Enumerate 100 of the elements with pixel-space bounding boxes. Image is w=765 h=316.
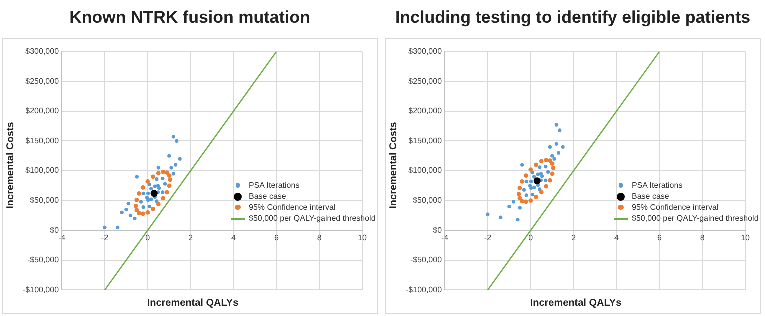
point — [518, 186, 522, 190]
point — [520, 199, 525, 204]
point — [536, 172, 540, 176]
legend-label: PSA Iterations — [632, 181, 683, 190]
point — [161, 176, 165, 181]
y-tick-label: $250,000 — [408, 76, 443, 86]
point — [534, 178, 541, 185]
point — [539, 190, 544, 195]
point — [148, 182, 152, 187]
point — [539, 172, 543, 176]
point — [170, 166, 174, 170]
point — [516, 218, 520, 222]
point — [524, 180, 528, 184]
point — [172, 172, 176, 176]
point — [150, 190, 158, 198]
point — [486, 212, 490, 216]
x-tick-label: 8 — [700, 234, 706, 243]
point — [134, 208, 140, 213]
x-tick-label: -2 — [101, 234, 110, 243]
point — [524, 194, 528, 198]
point — [544, 158, 549, 162]
legend-label: $50,000 per QALY-gained threshold — [632, 214, 759, 223]
point — [528, 198, 534, 203]
point — [135, 175, 139, 179]
point — [508, 204, 512, 209]
point — [139, 200, 144, 204]
point — [524, 174, 528, 178]
x-tick-label: -2 — [484, 234, 492, 243]
point — [518, 206, 522, 210]
point — [134, 204, 138, 208]
y-tick-label: $200,000 — [26, 106, 60, 116]
point — [558, 128, 562, 132]
point — [165, 190, 170, 195]
point — [550, 172, 555, 176]
x-tick-label: 4 — [614, 234, 620, 243]
x-tick-label: 0 — [146, 234, 151, 243]
x-tick-label: 10 — [358, 234, 368, 243]
point — [126, 202, 130, 206]
point — [548, 158, 552, 164]
point — [134, 198, 140, 202]
point — [163, 182, 168, 186]
legend-label: PSA Iterations — [249, 181, 300, 190]
point — [524, 200, 528, 204]
x-tick-label: 6 — [274, 234, 280, 243]
point — [544, 184, 549, 189]
point — [538, 166, 542, 170]
x-axis-title: Incremental QALYs — [146, 298, 240, 309]
point — [546, 170, 550, 174]
x-axis-title: Incremental QALYs — [529, 298, 623, 309]
point — [548, 145, 552, 149]
point — [175, 139, 179, 143]
point — [133, 216, 137, 220]
y-axis-title: Incremental Costs — [6, 121, 16, 211]
chart-title: Including testing to identify eligible patients — [394, 8, 752, 28]
point — [178, 157, 182, 161]
point — [151, 206, 156, 212]
point — [146, 210, 150, 215]
point — [532, 186, 536, 190]
point — [150, 187, 154, 191]
point — [534, 195, 538, 200]
point — [557, 151, 561, 155]
point — [561, 145, 565, 149]
y-tick-label: $150,000 — [408, 136, 443, 146]
point — [120, 210, 124, 215]
point — [156, 171, 161, 176]
point — [512, 200, 516, 204]
point — [156, 202, 161, 207]
point — [161, 190, 165, 194]
point — [530, 170, 534, 175]
chart-title: Known NTRK fusion mutation — [68, 8, 312, 28]
point — [554, 123, 558, 127]
x-tick-label: 6 — [657, 234, 662, 243]
point — [167, 184, 172, 188]
x-tick-label: 2 — [188, 234, 194, 243]
point — [550, 162, 555, 166]
x-tick-label: 4 — [232, 234, 237, 243]
point — [520, 163, 524, 167]
y-tick-label: $150,000 — [26, 136, 60, 146]
point — [140, 185, 146, 190]
point — [168, 154, 172, 158]
legend-label: 95% Confidence interval — [632, 203, 719, 212]
point — [153, 184, 157, 188]
point — [552, 157, 556, 161]
point — [532, 175, 536, 179]
point — [174, 163, 178, 167]
point — [548, 178, 552, 183]
point — [539, 159, 544, 164]
point — [544, 178, 548, 182]
point — [146, 198, 150, 202]
x-tick-label: 10 — [741, 234, 751, 243]
point — [148, 204, 152, 209]
y-tick-label: -$100,000 — [406, 285, 443, 294]
point — [168, 178, 173, 182]
point — [550, 154, 554, 158]
point — [161, 170, 166, 174]
point — [551, 166, 556, 170]
y-tick-label: $50,000 — [413, 196, 443, 206]
point — [128, 214, 133, 218]
point — [538, 188, 542, 192]
y-tick-label: -$100,000 — [23, 285, 60, 294]
